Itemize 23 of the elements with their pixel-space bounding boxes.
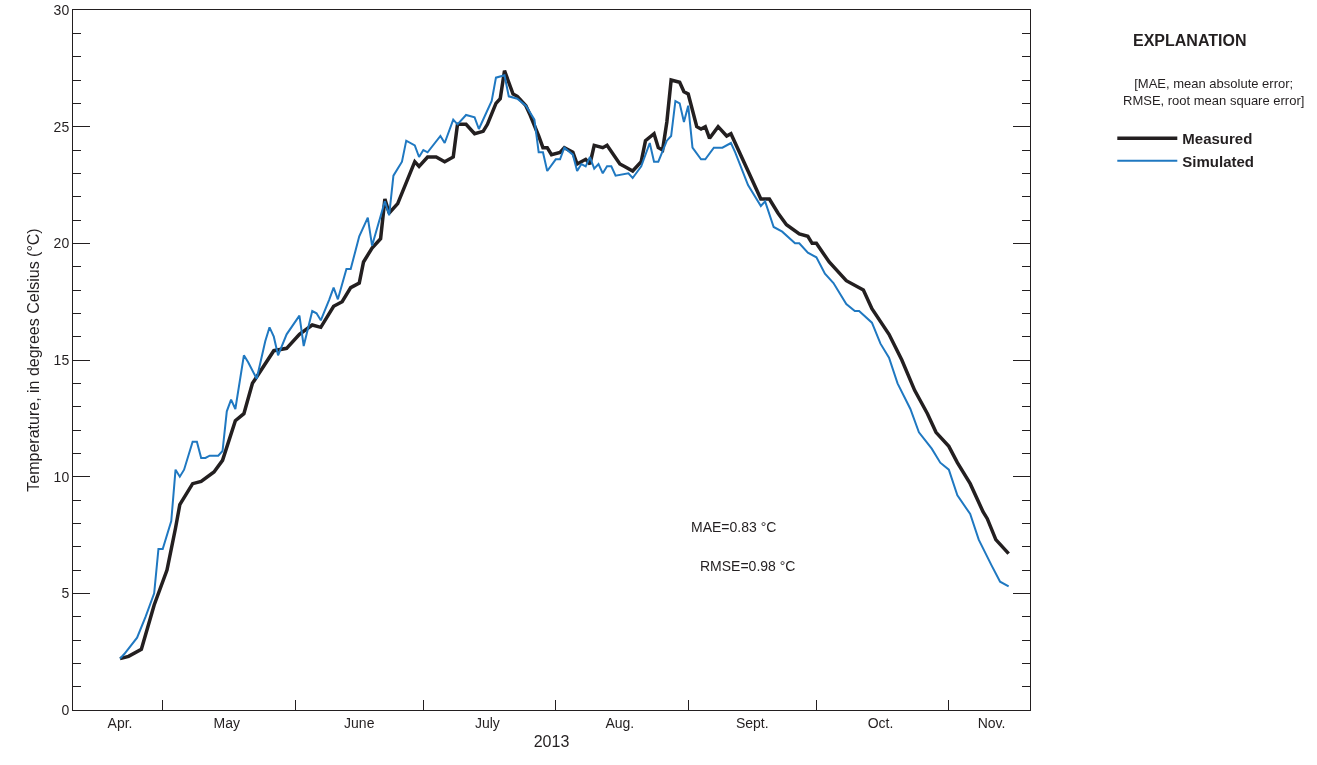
legend-label: Simulated bbox=[1182, 152, 1254, 170]
legend-label: Measured bbox=[1182, 130, 1253, 148]
x-tick-label: Apr. bbox=[107, 714, 133, 731]
annotation: RMSE=0.98 °C bbox=[700, 558, 796, 574]
text: [MAE, mean absolute error; RMSE, root mean square error] bbox=[1123, 76, 1305, 108]
y-tick-label: 20 bbox=[53, 235, 70, 252]
x-tick-label: Aug. bbox=[605, 714, 635, 731]
y-tick-label: 30 bbox=[53, 1, 70, 18]
y-axis-title: Temperature, in degrees Celsius (°C) bbox=[24, 228, 42, 492]
annotation: MAE=0.83 °C bbox=[691, 519, 777, 535]
legend-title: EXPLANATION bbox=[1133, 32, 1247, 49]
x-axis-title: 2013 bbox=[533, 733, 570, 751]
x-tick-label: Sept. bbox=[735, 714, 769, 731]
y-tick-label: 10 bbox=[53, 468, 70, 485]
y-tick-label: 15 bbox=[53, 351, 70, 368]
y-tick-label: 25 bbox=[53, 118, 70, 135]
x-tick-label: May bbox=[213, 714, 241, 731]
x-tick-label: Nov. bbox=[977, 714, 1006, 731]
x-tick-label: July bbox=[474, 714, 500, 731]
y-tick-label: 0 bbox=[61, 701, 70, 718]
x-tick-label: June bbox=[344, 714, 375, 731]
x-tick-label: Oct. bbox=[867, 714, 894, 731]
y-tick-label: 5 bbox=[61, 585, 70, 602]
